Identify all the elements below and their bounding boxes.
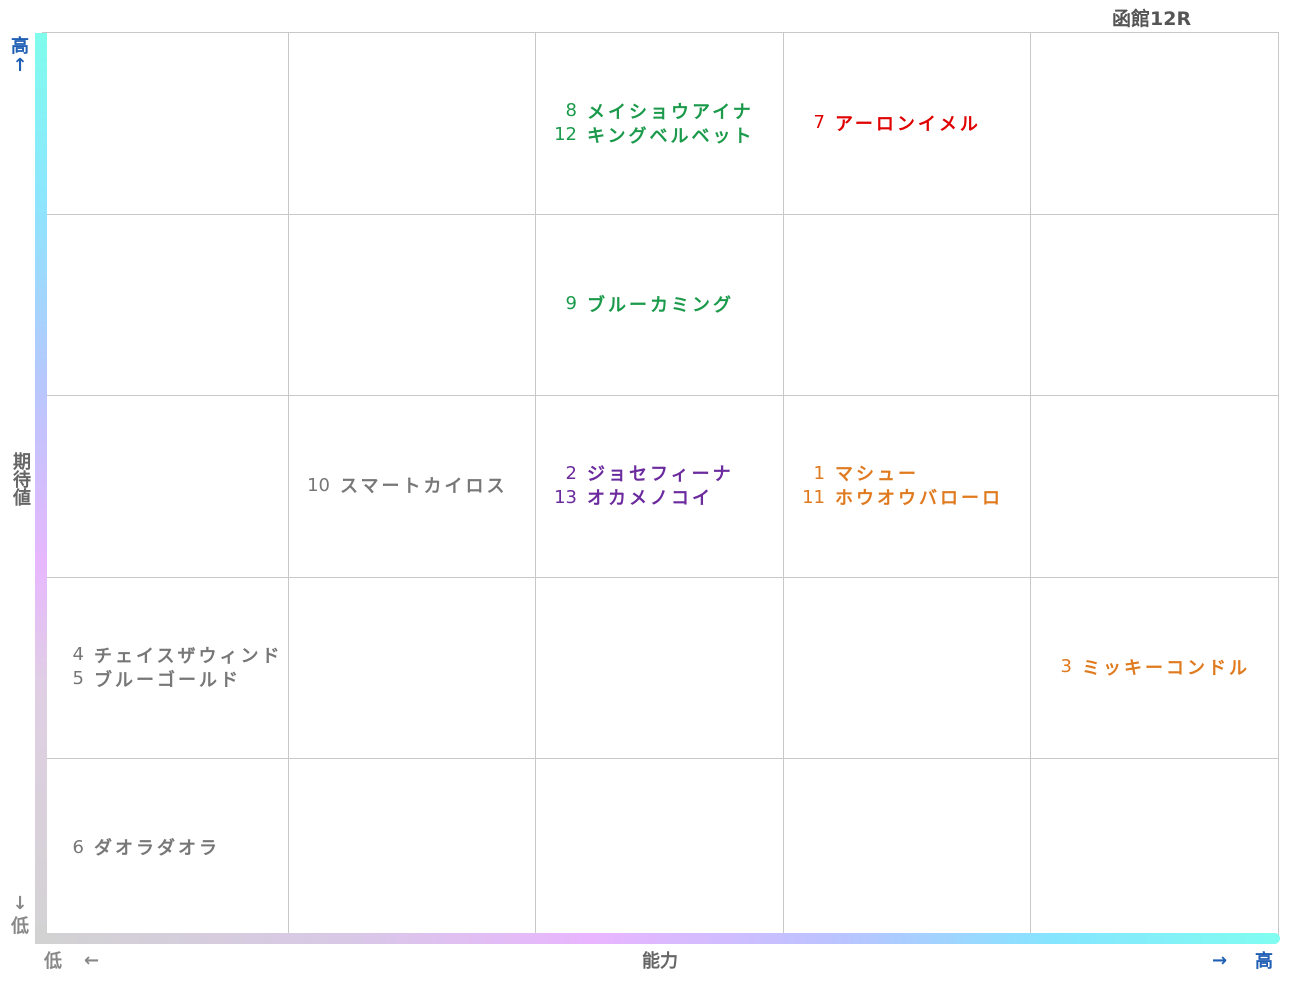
horse-entry: 12 キングベルベット	[543, 123, 783, 147]
grid-cell: 7 アーロンイメル	[791, 32, 1030, 213]
grid-line	[535, 33, 536, 937]
horse-number: 10	[307, 474, 330, 496]
down-arrow-icon: ↓	[12, 893, 28, 914]
grid-line	[42, 758, 1278, 759]
horse-number: 12	[554, 124, 577, 145]
y-axis-low-label: 低	[11, 916, 29, 937]
horse-number: 5	[72, 668, 84, 689]
x-axis-label: 能力	[642, 951, 678, 972]
grid-line	[783, 33, 784, 937]
horse-entry: 8 メイショウアイナ	[543, 99, 783, 123]
y-axis-label: 期待値	[10, 452, 31, 506]
grid-cell: 1 マシュー 11 ホウオウバローロ	[791, 394, 1030, 576]
horse-number: 13	[554, 486, 577, 508]
horse-name: ブルーゴールド	[94, 669, 241, 691]
plot-grid	[42, 32, 1279, 937]
horse-name: ジョセフィーナ	[587, 464, 734, 485]
horse-number: 1	[813, 462, 825, 484]
horse-name: ミッキーコンドル	[1082, 657, 1250, 679]
y-axis-bar	[35, 33, 47, 943]
horse-name: ブルーカミング	[587, 294, 734, 316]
x-axis-high-label: 高	[1255, 951, 1273, 972]
grid-cell: 6 ダオラダオラ	[50, 757, 288, 937]
horse-entry: 5 ブルーゴールド	[50, 667, 288, 691]
horse-name: メイショウアイナ	[587, 101, 754, 123]
grid-cell: 3 ミッキーコンドル	[1038, 576, 1279, 757]
horse-entry: 10 スマートカイロス	[296, 473, 535, 498]
up-arrow-icon: ↑	[12, 55, 28, 76]
horse-entry: 2 ジョセフィーナ	[543, 461, 783, 486]
x-axis-bar	[35, 933, 1280, 944]
horse-number: 2	[565, 462, 577, 484]
horse-number: 7	[813, 112, 825, 133]
grid-line	[42, 214, 1278, 215]
horse-entry: 3 ミッキーコンドル	[1038, 655, 1279, 679]
horse-entry: 13 オカメノコイ	[543, 485, 783, 510]
horse-number: 8	[565, 100, 577, 121]
right-arrow-icon: →	[1212, 950, 1228, 971]
race-title: 函館12R	[1112, 8, 1192, 30]
horse-entry: 9 ブルーカミング	[543, 292, 783, 316]
grid-cell: 10 スマートカイロス	[296, 394, 535, 576]
horse-name: チェイスザウィンド	[94, 645, 283, 667]
horse-entry: 11 ホウオウバローロ	[791, 485, 1030, 510]
grid-line	[1030, 33, 1031, 937]
x-axis-low-label: 低	[44, 951, 62, 972]
y-axis-high-label: 高	[11, 36, 29, 57]
horse-number: 4	[72, 644, 84, 665]
horse-name: マシュー	[835, 464, 919, 485]
grid-line	[42, 577, 1278, 578]
grid-cell: 8 メイショウアイナ 12 キングベルベット	[543, 32, 783, 213]
horse-entry: 7 アーロンイメル	[791, 111, 1030, 135]
horse-name: オカメノコイ	[587, 488, 713, 509]
horse-name: ダオラダオラ	[94, 838, 220, 859]
horse-name: アーロンイメル	[835, 113, 981, 135]
grid-line	[42, 395, 1278, 396]
horse-entry: 6 ダオラダオラ	[50, 835, 288, 860]
grid-cell: 9 ブルーカミング	[543, 213, 783, 394]
horse-number: 6	[72, 836, 84, 858]
grid-cell: 4 チェイスザウィンド 5 ブルーゴールド	[50, 576, 288, 757]
horse-name: キングベルベット	[587, 125, 755, 147]
horse-number: 3	[1060, 656, 1072, 677]
grid-cell: 2 ジョセフィーナ 13 オカメノコイ	[543, 394, 783, 576]
left-arrow-icon: ←	[84, 950, 100, 971]
horse-name: スマートカイロス	[340, 476, 508, 497]
grid-line	[288, 33, 289, 937]
horse-number: 9	[565, 293, 577, 314]
horse-entry: 4 チェイスザウィンド	[50, 643, 288, 667]
horse-name: ホウオウバローロ	[835, 488, 1003, 509]
horse-number: 11	[802, 486, 825, 508]
horse-entry: 1 マシュー	[791, 461, 1030, 486]
